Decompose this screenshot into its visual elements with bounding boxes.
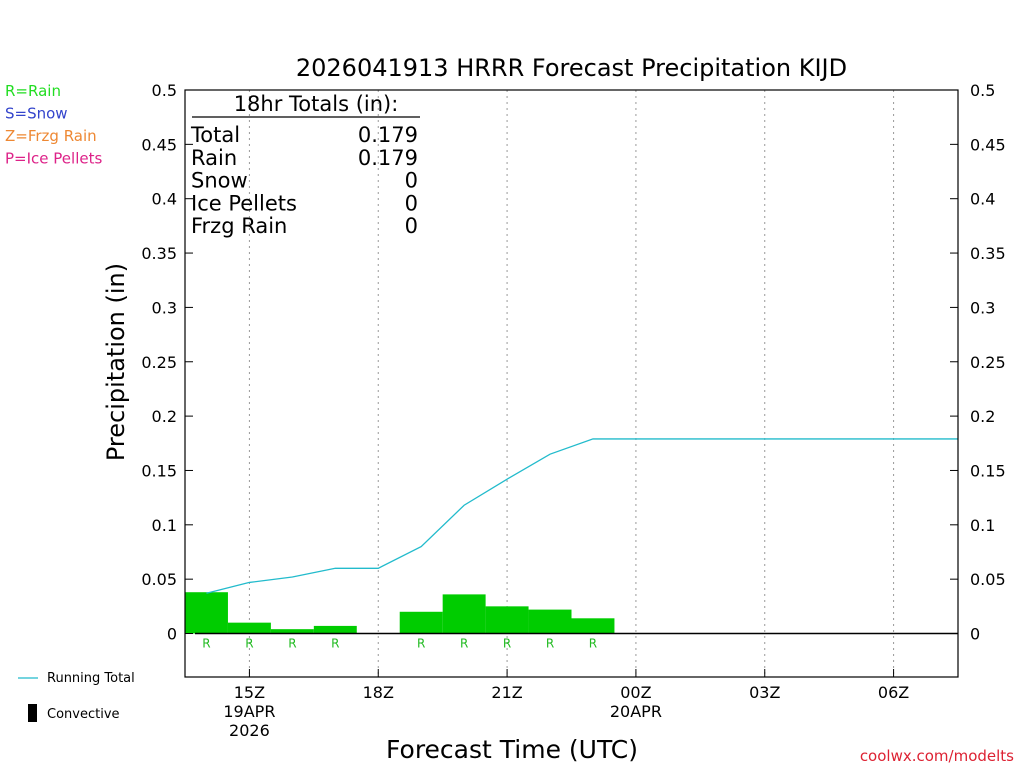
y-tick-label-left: 0.5 bbox=[152, 81, 177, 100]
y-axis-right: 0 0.05 0.1 0.15 0.2 0.25 0.3 0.35 0.4 0.45 0.5 bbox=[950, 81, 1006, 644]
y-tick-label-left: 0.2 bbox=[152, 407, 177, 426]
y-tick-label-right: 0.5 bbox=[970, 81, 995, 100]
ptype-mark: R bbox=[460, 637, 468, 651]
running-total-group bbox=[206, 438, 958, 594]
ptype-mark: R bbox=[589, 637, 597, 651]
totals-row-value: 0.179 bbox=[358, 123, 418, 147]
precip-bar bbox=[227, 622, 271, 634]
y-tick-label-left: 0 bbox=[167, 625, 177, 644]
y-axis-left: 0 0.05 0.1 0.15 0.2 0.25 0.3 0.35 0.4 0.45 0.5 bbox=[141, 81, 193, 644]
ptype-mark: R bbox=[546, 637, 554, 651]
y-tick-label-right: 0.3 bbox=[970, 298, 995, 317]
precip-bar bbox=[485, 606, 529, 634]
ptype-legend-item: S=Snow bbox=[5, 105, 68, 123]
x-tick-label: 21Z bbox=[491, 683, 522, 702]
totals-row-value: 0 bbox=[405, 191, 418, 215]
totals-row-value: 0.179 bbox=[358, 146, 418, 170]
chart-title: 2026041913 HRRR Forecast Precipitation K… bbox=[296, 54, 847, 82]
y-tick-label-left: 0.45 bbox=[141, 135, 177, 154]
x-tick-label: 15Z bbox=[234, 683, 265, 702]
y-tick-label-left: 0.15 bbox=[141, 461, 177, 480]
ptype-mark: R bbox=[245, 637, 253, 651]
credit-text: coolwx.com/modelts bbox=[860, 747, 1014, 765]
y-tick-label-left: 0.4 bbox=[152, 190, 177, 209]
x-tick-label: 19APR bbox=[223, 702, 275, 721]
grid-lines bbox=[248, 90, 895, 677]
totals-row-label: Ice Pellets bbox=[191, 191, 297, 215]
x-tick-label: 20APR bbox=[610, 702, 662, 721]
x-tick-label: 18Z bbox=[363, 683, 394, 702]
precip-bar bbox=[270, 629, 314, 634]
precip-bar bbox=[528, 609, 572, 634]
y-tick-label-left: 0.3 bbox=[152, 298, 177, 317]
x-tick-label: 03Z bbox=[749, 683, 780, 702]
ptype-mark: R bbox=[417, 637, 425, 651]
x-tick-label: 2026 bbox=[229, 721, 270, 740]
totals-row-value: 0 bbox=[405, 214, 418, 238]
ptype-mark: R bbox=[202, 637, 210, 651]
y-tick-label-left: 0.25 bbox=[141, 353, 177, 372]
y-tick-label-right: 0.35 bbox=[970, 244, 1006, 263]
precip-bar bbox=[399, 611, 443, 634]
x-tick-label: 06Z bbox=[878, 683, 909, 702]
y-tick-label-left: 0.35 bbox=[141, 244, 177, 263]
y-tick-label-left: 0.1 bbox=[152, 516, 177, 535]
x-axis-label: Forecast Time (UTC) bbox=[386, 735, 638, 764]
y-tick-label-right: 0.45 bbox=[970, 135, 1006, 154]
totals-row-label: Rain bbox=[191, 146, 237, 170]
y-tick-label-right: 0.4 bbox=[970, 190, 995, 209]
totals-row-label: Total bbox=[190, 123, 240, 147]
precip-bar bbox=[571, 618, 615, 634]
totals-row-label: Frzg Rain bbox=[191, 214, 287, 238]
totals-row-value: 0 bbox=[405, 169, 418, 193]
precip-bar bbox=[313, 625, 357, 634]
ptype-mark: R bbox=[503, 637, 511, 651]
y-tick-label-right: 0.05 bbox=[970, 570, 1006, 589]
ptype-legend-item: Z=Frzg Rain bbox=[5, 127, 97, 145]
ptype-mark: R bbox=[288, 637, 296, 651]
ptype-legend-item: R=Rain bbox=[5, 82, 61, 100]
totals-row-label: Snow bbox=[191, 169, 248, 193]
convective-legend-label: Convective bbox=[47, 707, 120, 722]
y-tick-label-left: 0.05 bbox=[141, 570, 177, 589]
y-axis-label: Precipitation (in) bbox=[102, 263, 130, 461]
bars-group bbox=[185, 592, 615, 634]
ptype-mark: R bbox=[331, 637, 339, 651]
y-tick-label-right: 0.2 bbox=[970, 407, 995, 426]
y-tick-label-right: 0.15 bbox=[970, 461, 1006, 480]
x-tick-label: 00Z bbox=[620, 683, 651, 702]
plot-frame bbox=[184, 89, 959, 678]
totals-heading: 18hr Totals (in): bbox=[234, 92, 399, 116]
ptype-legend: R=Rain S=Snow Z=Frzg Rain P=Ice Pellets bbox=[5, 82, 102, 168]
y-tick-label-right: 0.25 bbox=[970, 353, 1006, 372]
running-total-line bbox=[206, 438, 958, 594]
ptype-legend-item: P=Ice Pellets bbox=[5, 150, 102, 168]
precip-bar bbox=[442, 594, 486, 634]
y-tick-label-right: 0.1 bbox=[970, 516, 995, 535]
running-total-legend-label: Running Total bbox=[47, 671, 135, 686]
y-tick-label-right: 0 bbox=[970, 625, 980, 644]
convective-legend-swatch bbox=[28, 704, 37, 722]
precip-bar bbox=[185, 592, 228, 634]
totals-box: 18hr Totals (in): Total 0.179 Rain 0.179 Snow… bbox=[190, 92, 420, 238]
